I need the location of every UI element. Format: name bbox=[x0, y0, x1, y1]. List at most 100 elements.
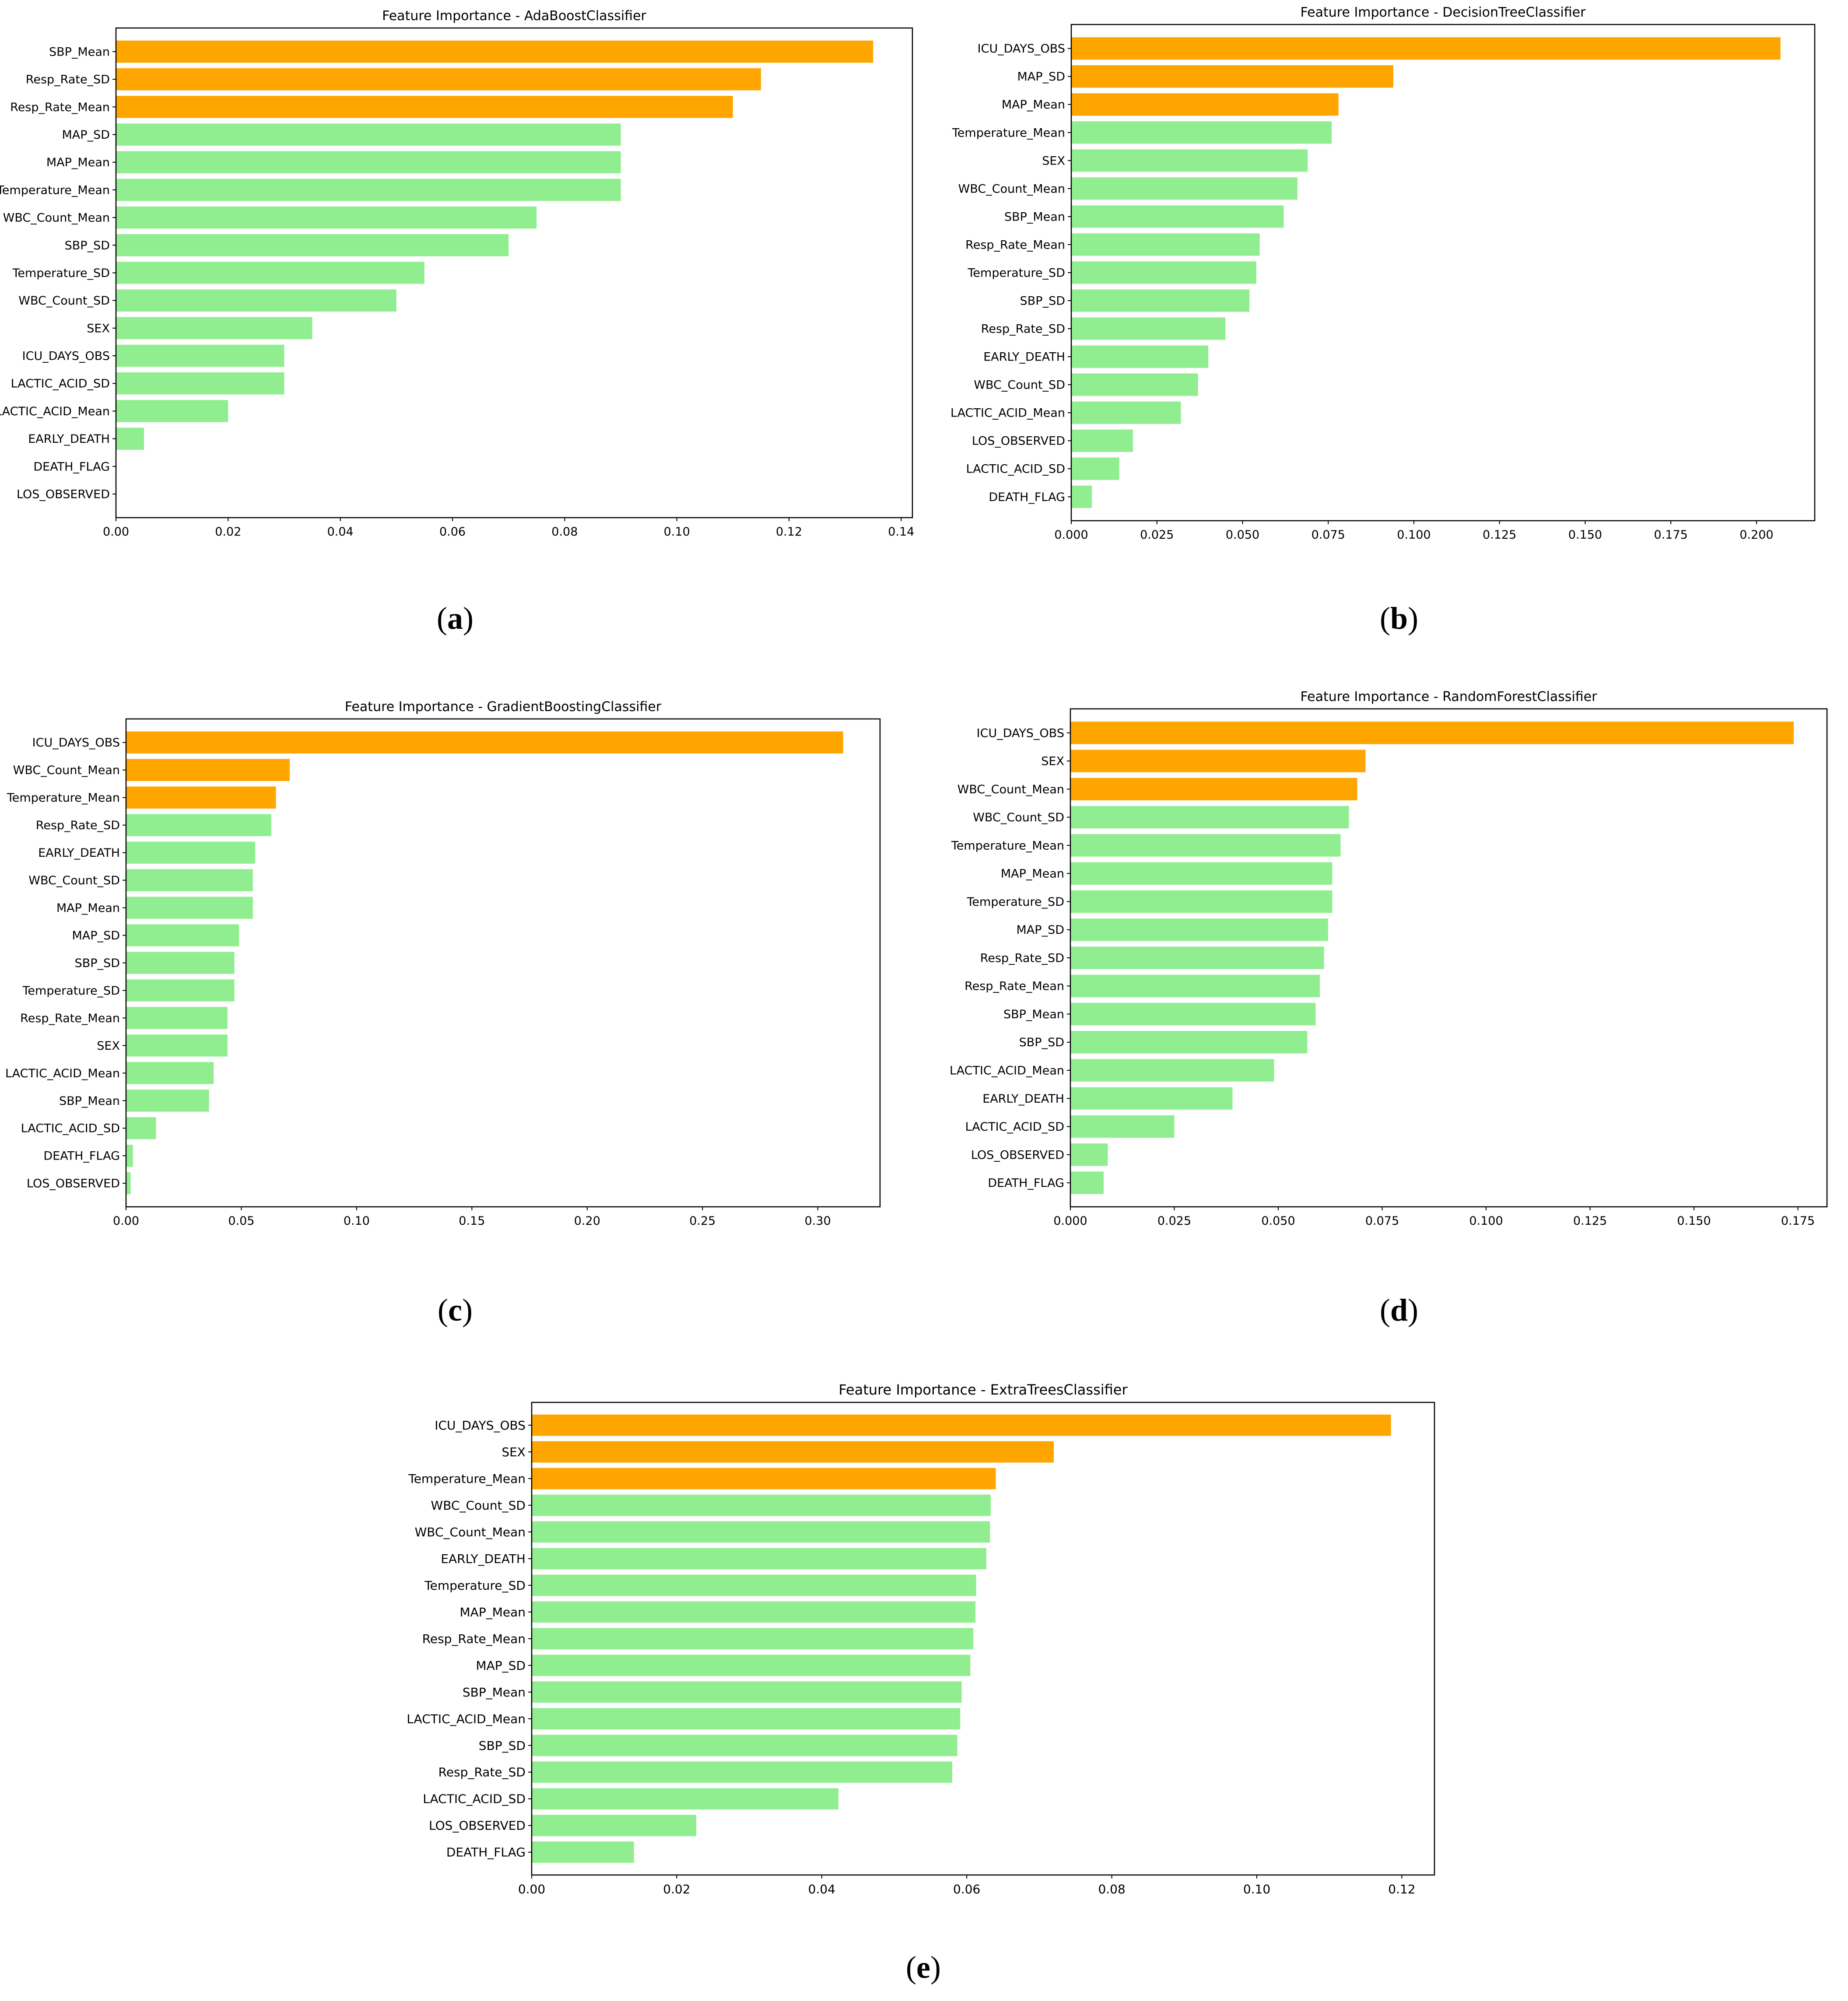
bar bbox=[1071, 37, 1781, 60]
y-tick-label: WBC_Count_SD bbox=[431, 1498, 526, 1513]
x-tick-label: 0.10 bbox=[344, 1214, 370, 1228]
bar bbox=[532, 1815, 697, 1836]
chart-c: Feature Importance - GradientBoostingCla… bbox=[5, 699, 881, 1228]
bar bbox=[126, 897, 253, 919]
plot-frame bbox=[531, 1402, 1435, 1876]
bar bbox=[532, 1441, 1054, 1463]
y-tick-label: SBP_SD bbox=[1020, 294, 1065, 308]
x-tick-label: 0.175 bbox=[1781, 1214, 1815, 1228]
bar bbox=[126, 1090, 209, 1112]
x-tick-label: 0.200 bbox=[1739, 528, 1773, 542]
x-tick-label: 0.06 bbox=[439, 525, 466, 539]
caption-b: (b) bbox=[1379, 601, 1419, 636]
bar bbox=[116, 123, 621, 146]
y-tick-label: SEX bbox=[97, 1039, 120, 1053]
bar bbox=[1070, 946, 1324, 969]
y-tick-label: Resp_Rate_SD bbox=[26, 73, 110, 87]
bar bbox=[532, 1788, 838, 1810]
y-tick-label: SBP_Mean bbox=[49, 45, 110, 59]
bar bbox=[1070, 806, 1349, 829]
y-tick-label: LACTIC_ACID_Mean bbox=[0, 405, 110, 418]
bar bbox=[116, 400, 228, 422]
y-tick-label: SBP_SD bbox=[1019, 1036, 1064, 1049]
plot-frame bbox=[125, 718, 881, 1208]
chart-title: Feature Importance - DecisionTreeClassif… bbox=[1301, 5, 1586, 20]
y-tick-label: WBC_Count_Mean bbox=[13, 764, 120, 777]
y-tick-label: LOS_OBSERVED bbox=[27, 1177, 120, 1191]
y-tick-label: LOS_OBSERVED bbox=[429, 1819, 526, 1833]
y-tick-label: ICU_DAYS_OBS bbox=[32, 736, 120, 750]
y-tick-label: SEX bbox=[1041, 755, 1064, 768]
x-tick-label: 0.075 bbox=[1365, 1214, 1399, 1228]
bar bbox=[126, 1172, 131, 1195]
y-tick-label: DEATH_FLAG bbox=[43, 1149, 120, 1163]
caption-e: (e) bbox=[906, 1950, 941, 1985]
bar bbox=[116, 206, 537, 229]
bar bbox=[126, 1007, 228, 1029]
bar bbox=[126, 814, 271, 836]
bar bbox=[1070, 918, 1328, 941]
y-tick-label: EARLY_DEATH bbox=[982, 1092, 1064, 1106]
bar bbox=[532, 1468, 996, 1489]
x-tick-label: 0.02 bbox=[663, 1882, 690, 1896]
y-tick-label: EARLY_DEATH bbox=[38, 846, 120, 860]
y-tick-label: SEX bbox=[87, 322, 110, 335]
bar bbox=[1070, 1031, 1308, 1054]
chart-e: Feature Importance - ExtraTreesClassifie… bbox=[407, 1381, 1435, 1896]
bar bbox=[1071, 93, 1339, 116]
y-tick-label: Resp_Rate_SD bbox=[36, 819, 120, 832]
bar bbox=[1071, 345, 1209, 368]
bar bbox=[116, 68, 761, 91]
bar bbox=[116, 372, 284, 395]
y-tick-label: MAP_Mean bbox=[1001, 867, 1064, 881]
y-tick-label: DEATH_FLAG bbox=[446, 1845, 526, 1860]
y-tick-label: WBC_Count_Mean bbox=[957, 783, 1064, 796]
y-tick-label: MAP_Mean bbox=[46, 156, 110, 169]
bar bbox=[1071, 177, 1297, 200]
y-tick-label: WBC_Count_Mean bbox=[415, 1525, 526, 1539]
y-tick-label: SBP_Mean bbox=[59, 1094, 120, 1108]
bar bbox=[532, 1601, 976, 1623]
caption-d: (d) bbox=[1379, 1293, 1419, 1328]
y-tick-label: LACTIC_ACID_Mean bbox=[950, 1064, 1064, 1078]
bar bbox=[116, 317, 312, 340]
y-tick-label: SBP_SD bbox=[479, 1738, 526, 1753]
x-tick-label: 0.10 bbox=[664, 525, 690, 539]
y-tick-label: LOS_OBSERVED bbox=[972, 435, 1065, 448]
y-tick-label: LACTIC_ACID_SD bbox=[965, 1120, 1064, 1134]
x-tick-label: 0.125 bbox=[1573, 1214, 1607, 1228]
bar bbox=[1071, 401, 1181, 424]
bar bbox=[532, 1735, 957, 1756]
y-tick-label: ICU_DAYS_OBS bbox=[977, 726, 1064, 740]
bar bbox=[1070, 1115, 1175, 1138]
x-tick-label: 0.050 bbox=[1226, 528, 1259, 542]
y-tick-label: Temperature_SD bbox=[424, 1578, 526, 1593]
bar bbox=[126, 841, 256, 864]
y-tick-label: EARLY_DEATH bbox=[441, 1552, 526, 1566]
bar bbox=[1071, 289, 1250, 312]
bar bbox=[126, 1034, 228, 1057]
bar bbox=[126, 1117, 156, 1139]
x-tick-label: 0.075 bbox=[1311, 528, 1345, 542]
x-tick-label: 0.14 bbox=[888, 525, 914, 539]
y-tick-label: EARLY_DEATH bbox=[983, 350, 1065, 364]
y-tick-label: WBC_Count_Mean bbox=[3, 211, 110, 225]
y-tick-label: SBP_Mean bbox=[1003, 1008, 1064, 1021]
x-tick-label: 0.12 bbox=[1388, 1882, 1415, 1896]
x-tick-label: 0.08 bbox=[1098, 1882, 1125, 1896]
bar bbox=[1070, 974, 1320, 997]
x-tick-label: 0.06 bbox=[953, 1882, 980, 1896]
x-tick-label: 0.025 bbox=[1157, 1214, 1191, 1228]
y-tick-label: WBC_Count_SD bbox=[973, 811, 1064, 824]
y-tick-label: ICU_DAYS_OBS bbox=[978, 42, 1065, 56]
y-tick-label: Resp_Rate_Mean bbox=[10, 101, 110, 114]
y-tick-label: SEX bbox=[501, 1445, 526, 1459]
x-tick-label: 0.10 bbox=[1243, 1882, 1270, 1896]
y-tick-label: MAP_SD bbox=[476, 1658, 526, 1673]
bar bbox=[1071, 485, 1092, 508]
x-tick-label: 0.04 bbox=[327, 525, 354, 539]
bar bbox=[532, 1574, 976, 1596]
bar bbox=[1071, 121, 1332, 144]
x-tick-label: 0.150 bbox=[1677, 1214, 1711, 1228]
